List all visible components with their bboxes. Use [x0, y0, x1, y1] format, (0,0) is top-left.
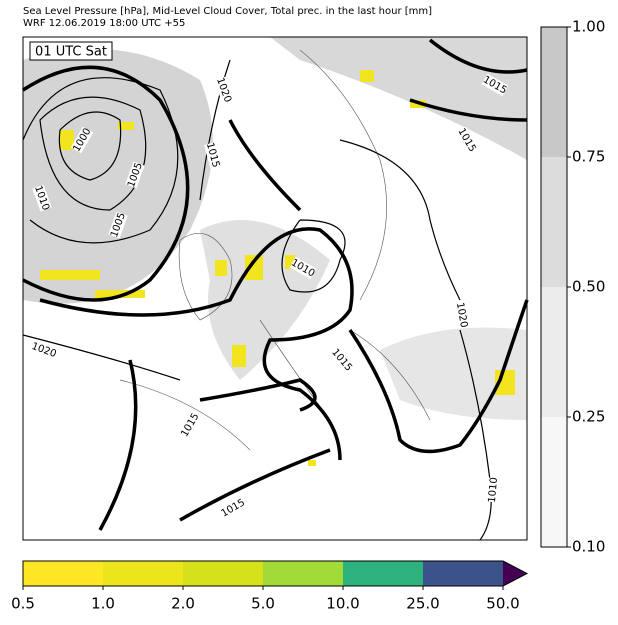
isobar-label-bg	[485, 477, 501, 503]
colorbar-segment	[183, 561, 263, 586]
isobar-label-bg	[289, 256, 317, 280]
map	[22, 36, 529, 541]
isobar-label-bg	[32, 184, 52, 212]
colorbar-tick-label: 0.50	[572, 278, 605, 296]
isobar-label: 1020	[454, 302, 469, 329]
colorbar-tick-label: 0.10	[572, 538, 605, 556]
isobar-label: 1010	[487, 477, 500, 503]
colorbar-tick-label: 0.75	[572, 148, 605, 166]
title-line: WRF 12.06.2019 18:00 UTC +55	[23, 18, 185, 29]
colorbar-segment	[541, 157, 567, 287]
colorbar-segment	[263, 561, 343, 586]
isobar-label-bg	[219, 496, 247, 520]
isobar-label-bg	[481, 73, 509, 97]
colorbar-segment	[541, 287, 567, 417]
colorbar-segment	[423, 561, 503, 586]
isobar-label-bg	[455, 126, 479, 154]
title-line: Sea Level Pressure [hPa], Mid-Level Clou…	[23, 6, 432, 17]
colorbar-tick-label: 0.5	[11, 595, 35, 613]
colorbar-tick-label: 50.0	[486, 595, 519, 613]
isobar-label-bg	[70, 126, 94, 154]
colorbar-tick-label: 25.0	[406, 595, 439, 613]
colorbar-segment	[343, 561, 423, 586]
isobar-label-bg	[30, 340, 58, 360]
colorbar-frame	[22, 560, 529, 587]
isobar-label-bg	[178, 411, 202, 439]
isobar-label-bg	[204, 141, 222, 169]
colorbar-segment	[23, 561, 103, 586]
isobar-label-bg	[454, 302, 470, 328]
isobar-label-bg	[125, 161, 145, 189]
colorbar-segment	[103, 561, 183, 586]
time-label: 01 UTC Sat	[35, 45, 107, 60]
colorbar-tick-label: 1.0	[91, 595, 115, 613]
precip-colorbar: 0.5 1.0 2.0 5.0 10.0 25.0 50.0	[11, 560, 529, 613]
cloud-colorbar: 1.00 0.75 0.50 0.25 0.10	[540, 18, 605, 556]
colorbar-segment	[541, 417, 567, 547]
colorbar-tick-label: 2.0	[171, 595, 195, 613]
colorbar-tick-label: 5.0	[251, 595, 275, 613]
colorbar-extend	[503, 561, 527, 586]
isobar-label-bg	[214, 76, 234, 104]
isobar-label-bg	[108, 211, 128, 239]
colorbar-tick-label: 1.00	[572, 18, 605, 36]
isobar-label-bg	[329, 346, 355, 374]
time-box	[29, 41, 113, 61]
colorbar-segment	[541, 27, 567, 157]
colorbar-tick-label: 10.0	[326, 595, 359, 613]
colorbar-tick-label: 0.25	[572, 408, 605, 426]
